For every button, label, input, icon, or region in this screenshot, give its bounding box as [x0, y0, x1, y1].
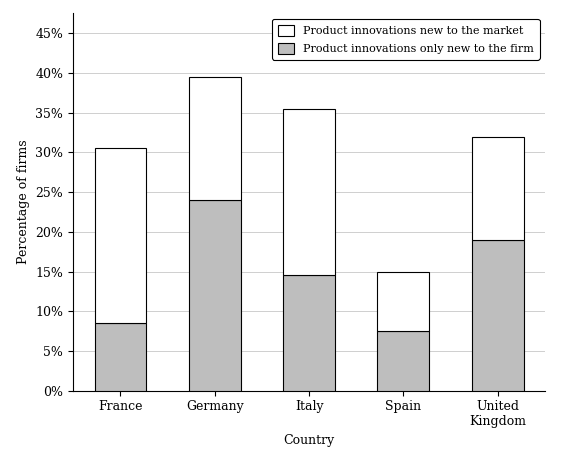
Legend: Product innovations new to the market, Product innovations only new to the firm: Product innovations new to the market, P… [272, 19, 540, 60]
Bar [472, 240, 524, 391]
Bar [94, 149, 146, 323]
Bar [94, 323, 146, 391]
Bar [189, 77, 241, 200]
Bar [283, 109, 335, 276]
Bar [378, 272, 429, 331]
Bar [283, 276, 335, 391]
Bar [189, 200, 241, 391]
X-axis label: Country: Country [283, 434, 335, 447]
Bar [472, 136, 524, 240]
Y-axis label: Percentage of firms: Percentage of firms [17, 140, 30, 264]
Bar [378, 331, 429, 391]
